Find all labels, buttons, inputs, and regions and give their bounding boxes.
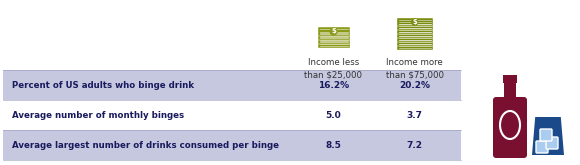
Text: 3.7: 3.7 xyxy=(407,111,423,119)
FancyBboxPatch shape xyxy=(540,129,552,141)
Bar xyxy=(397,30,433,38)
Text: 7.2: 7.2 xyxy=(407,141,423,149)
Bar xyxy=(397,42,433,50)
Text: Average largest number of drinks consumed per binge: Average largest number of drinks consume… xyxy=(12,141,279,149)
Text: Percent of US adults who binge drink: Percent of US adults who binge drink xyxy=(12,81,194,89)
Bar xyxy=(397,18,433,26)
Bar xyxy=(504,81,516,103)
Text: Average number of monthly binges: Average number of monthly binges xyxy=(12,111,184,119)
Bar xyxy=(317,31,350,40)
Bar xyxy=(317,35,350,44)
FancyBboxPatch shape xyxy=(546,137,558,149)
Bar xyxy=(3,70,461,100)
Text: 16.2%: 16.2% xyxy=(318,81,349,89)
Bar xyxy=(317,27,350,36)
Circle shape xyxy=(330,28,337,35)
Text: Income less
than $25,000: Income less than $25,000 xyxy=(304,58,362,80)
Bar xyxy=(397,22,433,30)
Text: Income more
than $75,000: Income more than $75,000 xyxy=(386,58,444,80)
Text: $: $ xyxy=(331,29,336,34)
FancyBboxPatch shape xyxy=(493,97,527,158)
Bar xyxy=(503,75,517,83)
Text: 20.2%: 20.2% xyxy=(399,81,430,89)
Text: $: $ xyxy=(412,19,417,25)
Bar xyxy=(397,26,433,34)
Bar xyxy=(397,38,433,46)
FancyBboxPatch shape xyxy=(536,141,548,153)
Polygon shape xyxy=(532,117,564,155)
Text: 8.5: 8.5 xyxy=(325,141,342,149)
Text: 5.0: 5.0 xyxy=(325,111,342,119)
Bar xyxy=(3,130,461,160)
Bar xyxy=(3,100,461,130)
Circle shape xyxy=(412,19,418,25)
Bar xyxy=(317,39,350,48)
Bar xyxy=(397,34,433,42)
